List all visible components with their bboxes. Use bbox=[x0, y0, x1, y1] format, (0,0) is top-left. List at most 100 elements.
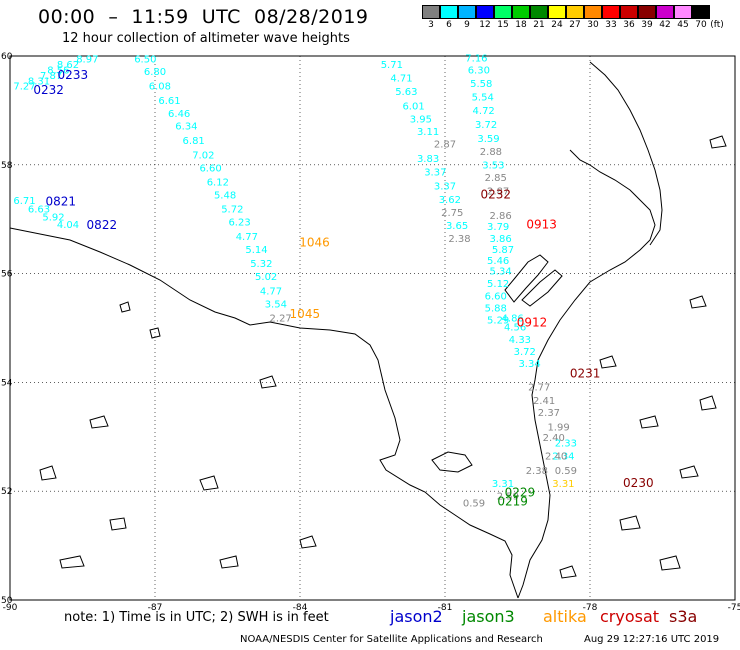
lon-tick-label: -78 bbox=[583, 603, 598, 610]
wave-height-value: 1.99 bbox=[547, 422, 569, 433]
james-bay-east-coast bbox=[517, 149, 656, 599]
pass-time-label: 1046 bbox=[299, 235, 330, 249]
lon-tick-label: -87 bbox=[148, 603, 163, 610]
color-scale-swatch bbox=[692, 5, 710, 19]
wave-height-value: 5.54 bbox=[472, 93, 494, 104]
wave-height-value: 2.87 bbox=[487, 187, 509, 198]
color-scale-label: 45 bbox=[677, 20, 689, 30]
wave-height-value: 3.11 bbox=[417, 127, 439, 138]
wave-height-value: 6.01 bbox=[402, 101, 424, 112]
lon-tick-label: -84 bbox=[293, 603, 308, 610]
wave-height-value: 7.87 bbox=[40, 71, 62, 82]
wave-height-value: 6.30 bbox=[468, 65, 490, 76]
color-scale-label: 42 bbox=[659, 20, 671, 30]
wave-height-value: 4.04 bbox=[57, 220, 79, 231]
belcher-islands bbox=[504, 254, 549, 303]
color-scale-swatch bbox=[674, 5, 692, 19]
wave-height-value: 5.92 bbox=[42, 212, 64, 223]
pass-time-label: 0229 bbox=[505, 486, 536, 500]
wave-height-value: 5.72 bbox=[221, 205, 243, 216]
wave-height-color-scale bbox=[422, 5, 710, 19]
pass-time-label: 0230 bbox=[623, 476, 654, 490]
legend-s3a: s3a bbox=[669, 607, 698, 626]
wave-height-value: 6.34 bbox=[175, 121, 197, 132]
lon-tick-label: -90 bbox=[3, 603, 18, 610]
wave-height-value: 2.85 bbox=[485, 173, 507, 184]
wave-height-value: 6.80 bbox=[144, 67, 166, 78]
map-title: 00:00 – 11:59 UTC 08/28/2019 bbox=[38, 6, 369, 28]
color-scale-swatch bbox=[548, 5, 566, 19]
wave-height-value: 3.62 bbox=[439, 195, 461, 206]
color-scale-label: 15 bbox=[497, 20, 509, 30]
wave-height-value: 5.02 bbox=[255, 272, 277, 283]
pass-time-label: 0822 bbox=[87, 218, 118, 232]
wave-height-value: 2.38 bbox=[448, 234, 470, 245]
wave-height-value: 2.34 bbox=[552, 452, 574, 463]
color-scale-swatch bbox=[512, 5, 530, 19]
color-scale-label: 30 bbox=[587, 20, 599, 30]
wave-height-map: 8.978.628.567.878.317.27 6.506.80 6.08 6.61… bbox=[1, 52, 740, 610]
color-scale-label: 33 bbox=[605, 20, 617, 30]
wave-height-value: 6.61 bbox=[158, 96, 180, 107]
akimiski-island bbox=[431, 451, 473, 473]
wave-height-value: 8.97 bbox=[76, 55, 98, 66]
wave-height-value: 6.63 bbox=[28, 205, 50, 216]
wave-height-value: 5.34 bbox=[489, 267, 511, 278]
color-scale-label: 27 bbox=[569, 20, 581, 30]
wave-height-value: 2.33 bbox=[555, 439, 577, 450]
wave-height-value: 8.62 bbox=[57, 60, 79, 71]
color-scale-swatch bbox=[638, 5, 656, 19]
pass-time-label: 0232 bbox=[480, 188, 511, 202]
lon-tick-label: -81 bbox=[438, 603, 453, 610]
map-border bbox=[9, 55, 736, 601]
wave-height-value: 2.38 bbox=[526, 466, 548, 477]
wave-height-value: 4.86 bbox=[502, 313, 524, 324]
pass-time-label: 1045 bbox=[290, 307, 321, 321]
legend-jason2: jason2 bbox=[390, 607, 443, 626]
color-scale-swatch bbox=[656, 5, 674, 19]
wave-height-value: 3.72 bbox=[475, 120, 497, 131]
wave-height-value: 2.37 bbox=[538, 408, 560, 419]
lat-tick-label: 58 bbox=[1, 161, 13, 171]
color-scale-label: 39 bbox=[641, 20, 653, 30]
wave-height-value: 6.60 bbox=[199, 163, 221, 174]
pass-time-labels: 0233023208210822104610450232091309120231… bbox=[33, 68, 653, 508]
wave-height-value: 2.27 bbox=[270, 313, 292, 324]
legend-jason3: jason3 bbox=[462, 607, 515, 626]
wave-height-value: 2.41 bbox=[533, 396, 555, 407]
wave-height-value: 5.32 bbox=[250, 259, 272, 270]
color-scale-swatch bbox=[602, 5, 620, 19]
wave-height-value: 3.95 bbox=[410, 114, 432, 125]
wave-height-value: 3.79 bbox=[487, 222, 509, 233]
wave-height-value: 6.23 bbox=[228, 218, 250, 229]
wave-height-value: 3.37 bbox=[434, 181, 456, 192]
coastline bbox=[9, 61, 727, 599]
wave-height-value: 2.88 bbox=[480, 147, 502, 158]
footer-note: note: 1) Time is in UTC; 2) SWH is in fe… bbox=[64, 610, 329, 625]
wave-height-value: 5.88 bbox=[485, 304, 507, 315]
color-scale-label: 9 bbox=[464, 20, 470, 30]
lat-tick-label: 60 bbox=[1, 52, 13, 62]
wave-height-value: 5.58 bbox=[470, 79, 492, 90]
color-scale-unit: (ft) bbox=[710, 20, 724, 30]
wave-height-value: 2.40 bbox=[545, 452, 567, 463]
wave-height-value: 3.34 bbox=[518, 359, 540, 370]
wave-height-value: 8.56 bbox=[47, 65, 69, 76]
belcher-islands-2 bbox=[521, 269, 563, 307]
pass-time-label: 0821 bbox=[45, 195, 76, 209]
wave-height-value: 3.31 bbox=[552, 479, 574, 490]
wave-height-value: 3.72 bbox=[514, 347, 536, 358]
pass-time-label: 0231 bbox=[570, 367, 601, 381]
pass-time-label: 0219 bbox=[497, 494, 528, 508]
wave-height-value: 3.83 bbox=[417, 154, 439, 165]
credit-line: NOAA/NESDIS Center for Satellite Applica… bbox=[240, 634, 543, 645]
color-scale-label: 70 bbox=[695, 20, 707, 30]
wave-height-value: 5.48 bbox=[214, 191, 236, 202]
wave-height-value: 6.46 bbox=[168, 109, 190, 120]
color-scale-label: 36 bbox=[623, 20, 635, 30]
quebec-coast-north bbox=[589, 61, 663, 246]
color-scale-swatch bbox=[458, 5, 476, 19]
wave-height-value: 4.77 bbox=[260, 286, 282, 297]
wave-height-value: 5.12 bbox=[487, 279, 509, 290]
color-scale-label: 18 bbox=[515, 20, 527, 30]
